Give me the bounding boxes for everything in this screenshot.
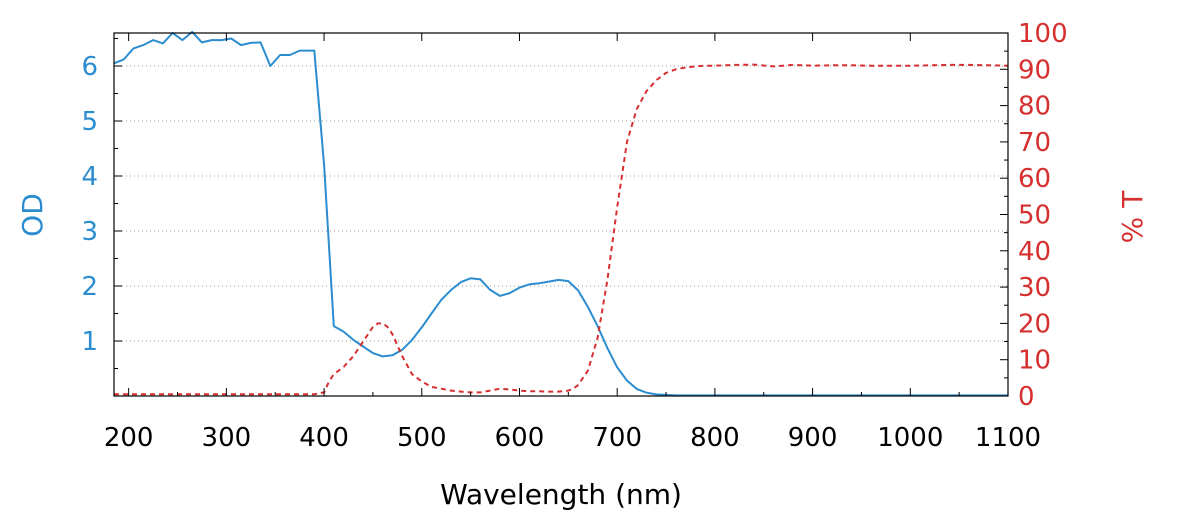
right-tick-label: 80 xyxy=(1018,92,1051,122)
x-tick-label: 1000 xyxy=(877,423,943,453)
plot-frame xyxy=(113,32,1009,397)
right-tick-label: 50 xyxy=(1018,201,1051,231)
tick-labels: 200 300 400 500 600 700 800 900 1000 110012345601… xyxy=(81,19,1067,453)
gridlines xyxy=(114,65,1008,342)
left-tick-label: 6 xyxy=(81,52,98,82)
right-tick-label: 60 xyxy=(1018,164,1051,194)
x-tick-label: 600 xyxy=(495,423,545,453)
right-axis-title: % T xyxy=(1116,190,1149,244)
left-tick-label: 4 xyxy=(81,162,98,192)
x-tick-label: 400 xyxy=(299,423,349,453)
right-tick-label: 30 xyxy=(1018,273,1051,303)
right-tick-label: 70 xyxy=(1018,128,1051,158)
x-axis-title: Wavelength (nm) xyxy=(440,478,682,511)
left-tick-label: 5 xyxy=(81,107,98,137)
left-tick-label: 1 xyxy=(81,327,98,357)
x-tick-label: 700 xyxy=(592,423,642,453)
series-layer xyxy=(113,30,1009,397)
od-series-line xyxy=(113,30,1008,397)
right-tick-label: 20 xyxy=(1018,309,1051,339)
x-tick-label: 800 xyxy=(690,423,740,453)
right-tick-label: 40 xyxy=(1018,237,1051,267)
tick-marks xyxy=(114,32,1009,397)
right-tick-label: 0 xyxy=(1018,382,1035,412)
left-tick-label: 2 xyxy=(81,272,98,302)
x-tick-label: 900 xyxy=(788,423,838,453)
x-tick-label: 200 xyxy=(104,423,154,453)
x-tick-label: 500 xyxy=(397,423,447,453)
right-tick-label: 10 xyxy=(1018,346,1051,376)
x-tick-label: 1100 xyxy=(975,423,1041,453)
right-tick-label: 100 xyxy=(1018,19,1068,49)
left-axis-title: OD xyxy=(16,193,49,237)
right-tick-label: 90 xyxy=(1018,55,1051,85)
left-tick-label: 3 xyxy=(81,217,98,247)
x-tick-label: 300 xyxy=(202,423,252,453)
transmission-series-line xyxy=(114,63,1009,396)
